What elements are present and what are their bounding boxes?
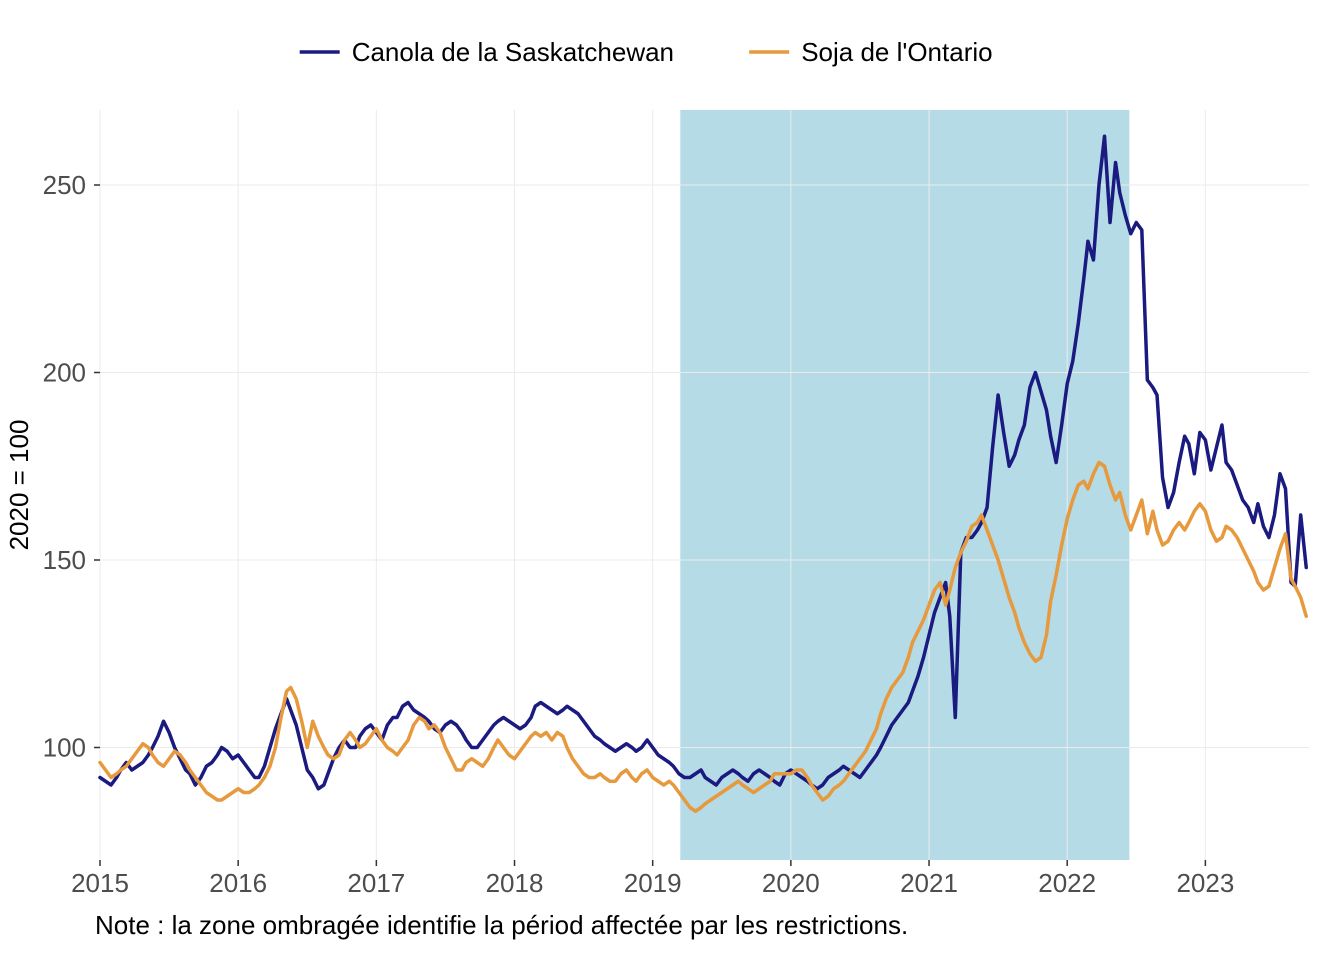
- x-tick-label: 2015: [71, 868, 129, 898]
- x-tick-label: 2019: [624, 868, 682, 898]
- x-tick-label: 2020: [762, 868, 820, 898]
- y-tick-label: 150: [43, 545, 86, 575]
- y-tick-label: 250: [43, 170, 86, 200]
- x-tick-label: 2021: [900, 868, 958, 898]
- x-tick-label: 2023: [1176, 868, 1234, 898]
- y-axis-label: 2020 = 100: [4, 420, 34, 551]
- chart-container: 2015 2016 2017 2018 2019 2020 2021 2022 2023 100 1…: [0, 0, 1344, 960]
- legend-label: Canola de la Saskatchewan: [352, 37, 674, 67]
- legend-label: Soja de l'Ontario: [801, 37, 992, 67]
- x-tick-label: 2018: [486, 868, 544, 898]
- chart-note: Note : la zone ombragée identifie la pér…: [95, 910, 908, 940]
- x-tick-label: 2016: [209, 868, 267, 898]
- line-chart: 2015 2016 2017 2018 2019 2020 2021 2022 2023 100 1…: [0, 0, 1344, 960]
- y-tick-label: 200: [43, 358, 86, 388]
- x-tick-label: 2022: [1038, 868, 1096, 898]
- x-tick-label: 2017: [347, 868, 405, 898]
- y-tick-label: 100: [43, 733, 86, 763]
